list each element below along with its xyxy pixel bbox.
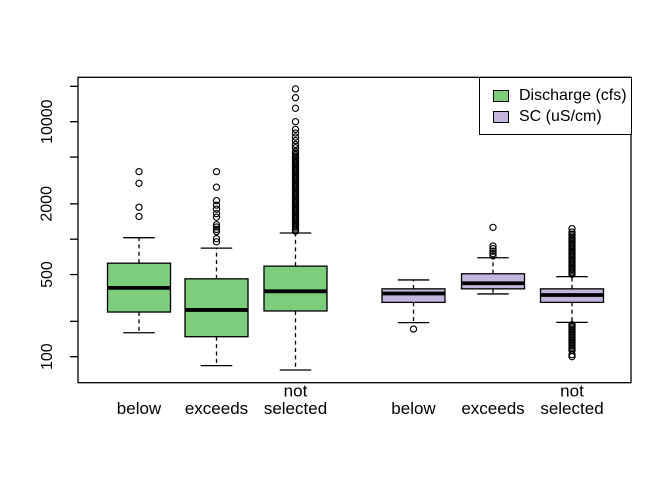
- outlier-point: [212, 225, 221, 234]
- outlier-point: [568, 228, 576, 236]
- legend-item-discharge: Discharge (cfs): [493, 85, 631, 106]
- discharge-swatch-icon: [493, 89, 509, 102]
- outlier-point: [212, 220, 221, 229]
- boxplot-box-exceeds-sc: [460, 223, 526, 295]
- x-category-label: below: [391, 399, 436, 418]
- outlier-point: [212, 205, 221, 213]
- y-axis-tick-label: 500: [39, 261, 56, 288]
- iqr-box: [263, 265, 328, 312]
- outlier-point: [212, 196, 221, 205]
- outlier-point: [291, 129, 300, 137]
- outlier-point: [212, 235, 221, 243]
- y-axis-tick-label: 10000: [39, 99, 56, 144]
- outlier-point: [291, 85, 300, 93]
- legend-item-sc: SC (uS/cm): [493, 106, 631, 127]
- legend-label-sc: SC (uS/cm): [519, 107, 602, 125]
- sc-swatch-icon: [493, 110, 509, 123]
- outlier-point: [291, 144, 300, 152]
- outlier-point: [568, 270, 576, 279]
- outlier-point: [212, 167, 221, 176]
- outlier-point: [568, 353, 576, 361]
- x-category-label: not: [284, 382, 308, 401]
- outlier-point: [489, 247, 497, 255]
- outlier-point: [135, 179, 143, 187]
- outlier-point: [291, 136, 300, 145]
- outlier-point: [291, 227, 300, 235]
- x-category-label: selected: [540, 399, 603, 418]
- y-axis: 100 500 2000 10000: [39, 85, 78, 370]
- outlier-point: [135, 212, 143, 221]
- outlier-point: [291, 125, 300, 134]
- x-category-label: not: [560, 382, 584, 401]
- boxplot-box-exceeds-discharge: [184, 167, 249, 367]
- outlier-point: [409, 325, 418, 333]
- outlier-point: [212, 213, 221, 221]
- x-category-label: exceeds: [185, 399, 248, 418]
- y-axis-tick-label: 2000: [39, 186, 56, 222]
- boxplot-box-not-selected-discharge: [263, 85, 328, 371]
- outlier-point: [489, 252, 497, 260]
- boxplot-box-below-discharge: [106, 167, 172, 334]
- outlier-point: [212, 238, 221, 246]
- outlier-point: [212, 201, 221, 209]
- plot-frame: [77, 76, 632, 384]
- legend-label-discharge: Discharge (cfs): [519, 86, 627, 104]
- outlier-point: [291, 94, 300, 102]
- outlier-point: [135, 167, 143, 176]
- outlier-point: [291, 118, 300, 126]
- outlier-point: [212, 227, 221, 236]
- iqr-box: [460, 273, 526, 290]
- outlier-point: [291, 133, 300, 141]
- x-category-label: selected: [264, 399, 327, 418]
- y-axis-tick-label: 100: [39, 343, 56, 370]
- outlier-point: [489, 249, 497, 258]
- outlier-point: [489, 245, 497, 253]
- outlier-point: [291, 140, 300, 149]
- legend: Discharge (cfs) SC (uS/cm): [479, 77, 632, 135]
- outlier-point: [568, 351, 576, 359]
- outlier-point: [489, 223, 497, 232]
- outlier-point: [212, 209, 221, 218]
- iqr-box: [184, 278, 249, 338]
- outlier-point: [212, 183, 221, 191]
- outlier-point: [212, 223, 221, 231]
- iqr-box: [381, 288, 446, 304]
- outlier-point: [291, 104, 300, 112]
- outlier-point: [135, 203, 143, 211]
- x-category-label: below: [117, 399, 162, 418]
- outlier-point: [568, 224, 576, 233]
- boxplot-box-not-selected-sc: [539, 224, 605, 361]
- boxplot-box-below-sc: [381, 279, 446, 333]
- x-category-label: exceeds: [461, 399, 524, 418]
- outlier-point: [489, 242, 497, 250]
